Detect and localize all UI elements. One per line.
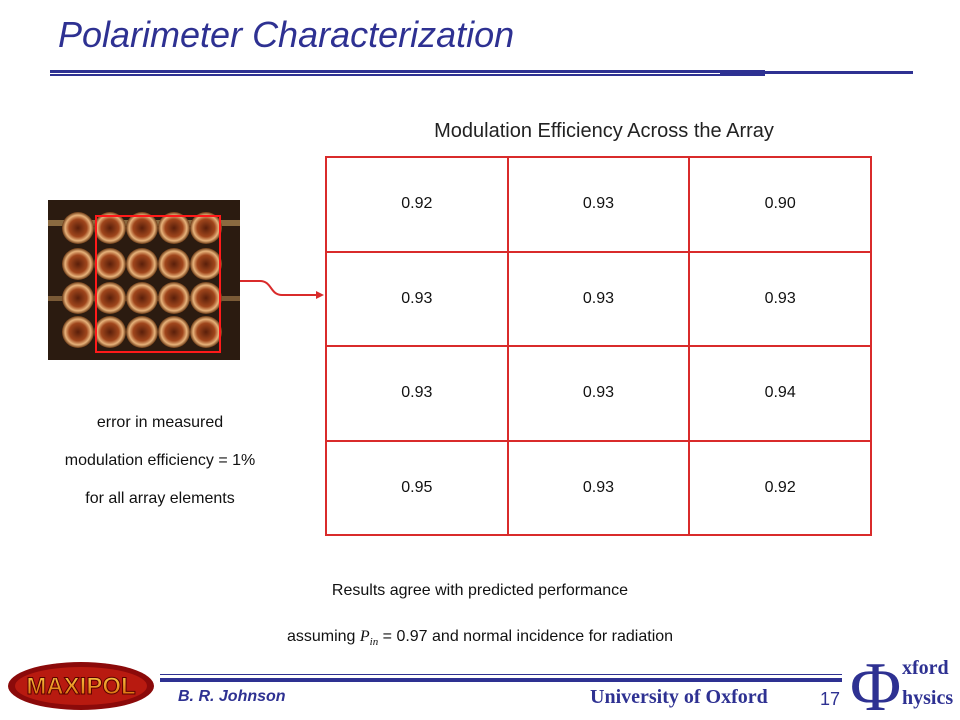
error-note: error in measured modulation efficiency … [20, 404, 300, 518]
grid-row: 0.92 0.93 0.90 [325, 156, 872, 253]
grid-cell: 0.93 [506, 439, 691, 536]
results-suffix: = 0.97 and normal incidence for radiatio… [378, 628, 674, 645]
grid-cell: 0.95 [325, 439, 509, 536]
oxford-logo-line2: hysics [902, 687, 953, 709]
grid-cell: 0.93 [506, 345, 691, 442]
grid-cell: 0.93 [325, 250, 509, 347]
grid-cell: 0.94 [688, 345, 872, 442]
efficiency-grid: 0.92 0.93 0.90 0.93 0.93 0.93 0.93 0.93 … [325, 156, 872, 536]
grid-cell: 0.93 [325, 345, 509, 442]
results-line: Results agree with predicted performance [331, 582, 629, 599]
title-rule-highlight [50, 73, 720, 74]
feedhorn-array-photo [48, 200, 240, 360]
grid-cell: 0.92 [688, 439, 872, 536]
results-prefix: assuming [286, 628, 360, 645]
footer-rule-thin [160, 674, 842, 675]
error-note-line: for all array elements [85, 490, 235, 507]
oxford-logo-line1: xford [902, 657, 949, 679]
grid-cell: 0.93 [506, 250, 691, 347]
maxipol-logo-text: MAXIPOL [26, 673, 135, 700]
grid-row: 0.93 0.93 0.93 [325, 250, 872, 347]
results-subscript: in [369, 636, 379, 649]
grid-cell: 0.93 [688, 250, 872, 347]
oxford-physics-logo: Φ xford hysics [850, 649, 953, 720]
results-line: assuming Pin = 0.97 and normal incidence… [180, 614, 780, 665]
author-name: B. R. Johnson [178, 688, 286, 705]
page-title: Polarimeter Characterization [58, 14, 515, 55]
grid-title: Modulation Efficiency Across the Array [434, 120, 774, 142]
error-note-line: modulation efficiency = 1% [64, 452, 256, 469]
university-name: University of Oxford [590, 686, 768, 708]
grid-row: 0.95 0.93 0.92 [325, 439, 872, 536]
grid-cell: 0.93 [506, 156, 691, 253]
results-variable: P [359, 628, 370, 645]
phi-symbol: Φ [850, 649, 901, 720]
results-text: Results agree with predicted performance… [180, 568, 780, 665]
connector-arrow-icon [240, 280, 324, 299]
grid-cell: 0.90 [688, 156, 872, 253]
footer-rule [160, 678, 842, 682]
grid-cell: 0.92 [325, 156, 509, 253]
grid-row: 0.93 0.93 0.94 [325, 345, 872, 442]
title-rule-extension [765, 71, 913, 74]
page-number: 17 [820, 689, 841, 709]
error-note-line: error in measured [96, 414, 224, 431]
maxipol-logo: MAXIPOL [8, 662, 154, 710]
